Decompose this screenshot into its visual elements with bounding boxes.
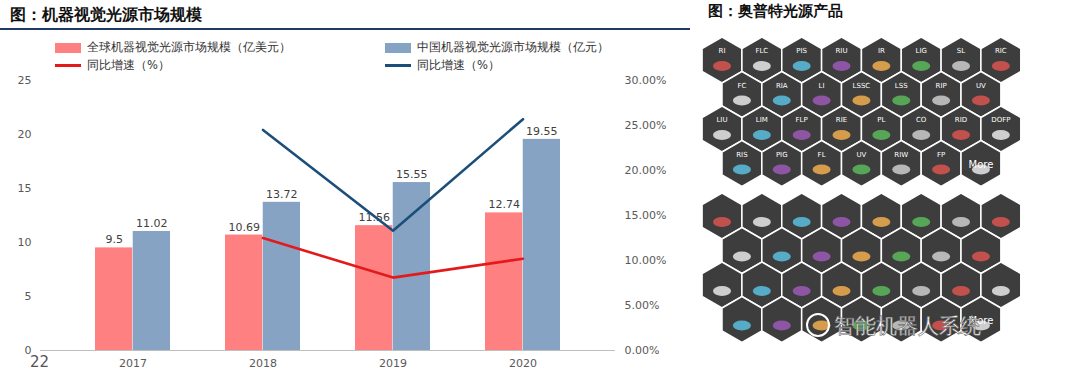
svg-text:FLP: FLP: [796, 116, 808, 124]
svg-text:0: 0: [24, 344, 32, 357]
svg-text:20.00%: 20.00%: [625, 164, 667, 177]
svg-text:FC: FC: [737, 82, 746, 90]
svg-text:10.69: 10.69: [228, 221, 260, 234]
svg-text:19.55: 19.55: [526, 125, 558, 138]
svg-text:SL: SL: [957, 47, 965, 55]
svg-text:5.00%: 5.00%: [625, 299, 660, 312]
svg-text:2017: 2017: [119, 357, 147, 370]
svg-text:LSSC: LSSC: [853, 82, 871, 90]
svg-text:13.72: 13.72: [266, 188, 298, 201]
svg-text:30.00%: 30.00%: [625, 74, 667, 87]
svg-text:LIU: LIU: [716, 116, 727, 124]
svg-text:More: More: [969, 159, 994, 170]
html-text:同比增速（%）: 同比增速（%）: [87, 58, 170, 72]
svg-text:RIC: RIC: [995, 47, 1007, 55]
svg-text:11.56: 11.56: [358, 211, 390, 225]
svg-text:DOFP: DOFP: [991, 116, 1010, 124]
html-text:全球机器视觉光源市场规模（亿美元）: 全球机器视觉光源市场规模（亿美元）: [87, 40, 291, 54]
svg-text:RI: RI: [719, 47, 726, 55]
svg-text:RIA: RIA: [776, 82, 788, 90]
svg-text:15: 15: [18, 182, 32, 195]
svg-text:2019: 2019: [379, 357, 407, 370]
svg-text:RIP: RIP: [936, 82, 947, 90]
svg-text:9.5: 9.5: [105, 233, 123, 246]
svg-text:12.74: 12.74: [488, 198, 520, 211]
html-text:同比增速（%）: 同比增速（%）: [417, 58, 500, 72]
svg-text:10.00%: 10.00%: [625, 254, 667, 267]
html-text:图：机器视觉光源市场规模: 图：机器视觉光源市场规模: [10, 6, 202, 23]
html-text:中国机器视觉光源市场规模（亿元）: 中国机器视觉光源市场规模（亿元）: [417, 40, 609, 54]
svg-text:FL: FL: [818, 151, 826, 159]
svg-text:CO: CO: [916, 116, 927, 124]
svg-text:0.00%: 0.00%: [625, 344, 660, 357]
svg-text:RIE: RIE: [836, 116, 847, 124]
svg-text:5: 5: [25, 290, 32, 303]
svg-text:LSS: LSS: [895, 82, 908, 90]
svg-text:PL: PL: [877, 116, 885, 124]
svg-text:UV: UV: [856, 151, 866, 159]
svg-text:FP: FP: [937, 151, 945, 159]
svg-text:PIG: PIG: [776, 151, 788, 159]
svg-text:LIG: LIG: [915, 47, 926, 55]
svg-text:2018: 2018: [249, 357, 277, 370]
svg-text:智能机器人系统: 智能机器人系统: [834, 314, 981, 337]
svg-text:25: 25: [18, 74, 32, 87]
svg-text:IR: IR: [878, 47, 885, 55]
svg-text:LIM: LIM: [756, 116, 768, 124]
svg-text:图：奥普特光源产品: 图：奥普特光源产品: [708, 2, 843, 19]
svg-text:15.00%: 15.00%: [625, 209, 667, 222]
svg-text:FLC: FLC: [755, 47, 768, 55]
svg-text:UV: UV: [976, 82, 986, 90]
svg-text:RIU: RIU: [835, 47, 847, 55]
svg-text:10: 10: [18, 236, 32, 249]
svg-text:PIS: PIS: [796, 47, 807, 55]
svg-text:RIS: RIS: [736, 151, 748, 159]
svg-text:RIW: RIW: [894, 151, 908, 159]
svg-text:11.02: 11.02: [136, 217, 168, 230]
svg-text:LI: LI: [819, 82, 825, 90]
svg-text:RID: RID: [955, 116, 967, 124]
svg-text:2020: 2020: [509, 357, 537, 370]
html-text:22: 22: [30, 353, 50, 371]
svg-text:15.55: 15.55: [396, 168, 428, 181]
svg-text:20: 20: [18, 128, 32, 141]
svg-text:25.00%: 25.00%: [625, 119, 667, 132]
